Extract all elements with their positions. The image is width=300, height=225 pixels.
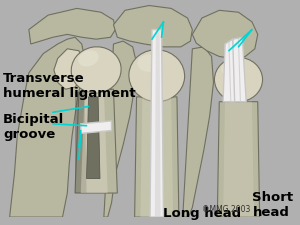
Polygon shape [231, 37, 246, 102]
Polygon shape [10, 37, 85, 217]
Text: Bicipital
groove: Bicipital groove [3, 113, 64, 141]
Polygon shape [192, 10, 258, 59]
Ellipse shape [214, 57, 262, 102]
Polygon shape [223, 39, 235, 102]
Polygon shape [75, 89, 117, 193]
Polygon shape [217, 102, 260, 217]
Text: Long head: Long head [163, 207, 241, 220]
Polygon shape [113, 6, 192, 47]
Polygon shape [223, 102, 254, 217]
Ellipse shape [78, 50, 99, 67]
Text: Transverse
humeral ligament: Transverse humeral ligament [3, 72, 136, 100]
Text: ©MMG 2003: ©MMG 2003 [202, 205, 250, 214]
Polygon shape [87, 97, 100, 179]
Polygon shape [54, 49, 85, 89]
Ellipse shape [137, 54, 160, 72]
Text: Short
head: Short head [252, 191, 294, 219]
Ellipse shape [71, 47, 121, 93]
Polygon shape [75, 92, 87, 193]
Polygon shape [140, 97, 173, 217]
Polygon shape [135, 97, 179, 217]
Polygon shape [104, 41, 136, 217]
Polygon shape [155, 29, 161, 217]
Polygon shape [150, 29, 164, 217]
Polygon shape [183, 47, 214, 217]
Polygon shape [29, 8, 116, 44]
Polygon shape [81, 90, 108, 193]
Polygon shape [81, 121, 112, 133]
Ellipse shape [129, 50, 184, 102]
Ellipse shape [221, 61, 240, 75]
